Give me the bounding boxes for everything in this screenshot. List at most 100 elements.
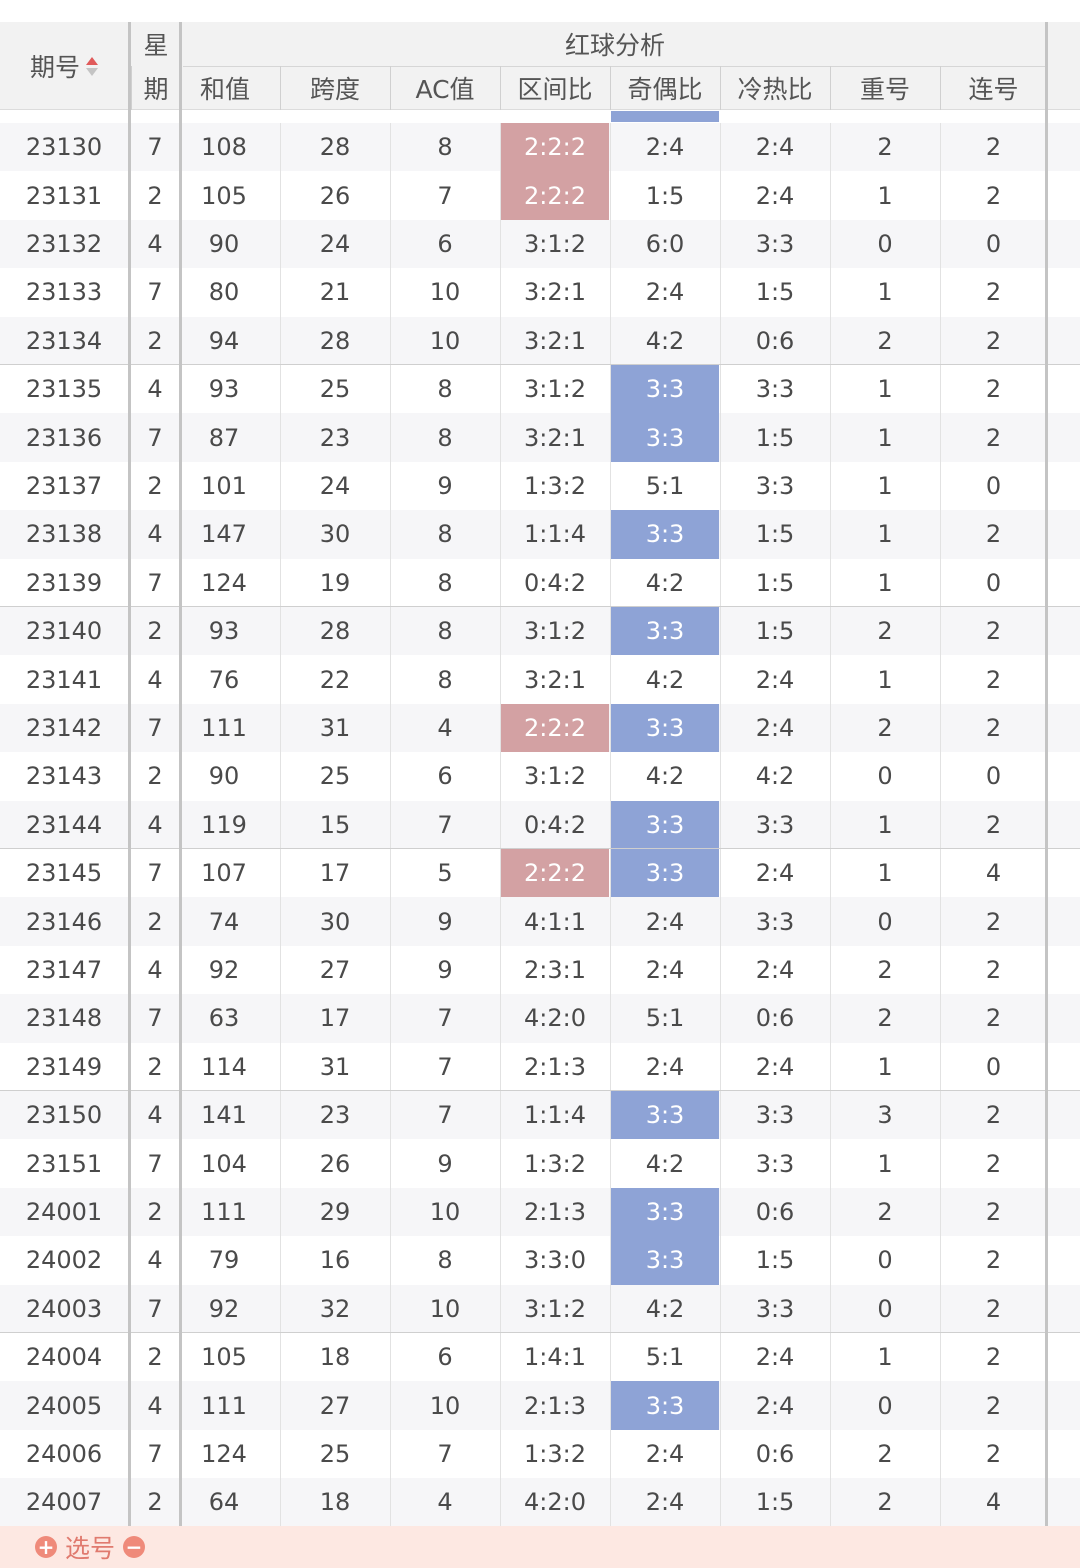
table-row[interactable]: 24002 4 79 16 8 3:3:0 3:3 1:5 0 2 bbox=[0, 1236, 1080, 1285]
cell-odd-even: 3:3 bbox=[611, 365, 719, 414]
cell-consecutive: 0 bbox=[985, 762, 1002, 791]
cell-odd-even: 2:4 bbox=[645, 907, 685, 936]
cell-issue: 23137 bbox=[25, 471, 103, 500]
cell-ac: 10 bbox=[429, 278, 461, 307]
table-row[interactable]: 23137 2 101 24 9 1:3:2 5:1 3:3 1 0 bbox=[0, 461, 1080, 511]
cell-span: 18 bbox=[319, 1343, 351, 1372]
header-divider bbox=[183, 66, 1047, 67]
table-row[interactable]: 24004 2 105 18 6 1:4:1 5:1 2:4 1 2 bbox=[0, 1333, 1080, 1382]
cell-repeat: 2 bbox=[877, 326, 893, 355]
cell-sum: 76 bbox=[208, 665, 240, 694]
cell-weekday: 4 bbox=[147, 955, 163, 984]
cell-cold-hot: 2:4 bbox=[755, 1391, 795, 1420]
cell-issue: 23135 bbox=[25, 375, 103, 404]
cell-weekday: 2 bbox=[147, 617, 163, 646]
cell-span: 18 bbox=[319, 1488, 351, 1517]
cell-issue: 23143 bbox=[25, 762, 103, 791]
table-row[interactable]: 23146 2 74 30 9 4:1:1 2:4 3:3 0 2 bbox=[0, 897, 1080, 946]
table-row[interactable]: 23141 4 76 22 8 3:2:1 4:2 2:4 1 2 bbox=[0, 655, 1080, 704]
cell-consecutive: 2 bbox=[985, 1246, 1002, 1275]
cell-ac: 9 bbox=[437, 1149, 453, 1178]
table-row[interactable]: 23138 4 147 30 8 1:1:4 3:3 1:5 1 2 bbox=[0, 510, 1080, 559]
cell-weekday: 7 bbox=[147, 1004, 163, 1033]
cell-weekday: 2 bbox=[147, 1052, 163, 1081]
cell-ac: 8 bbox=[437, 520, 453, 549]
sort-issue-header[interactable]: 期号 bbox=[0, 22, 128, 110]
table-row[interactable]: 23139 7 124 19 8 0:4:2 4:2 1:5 1 0 bbox=[0, 558, 1080, 607]
cell-ac: 10 bbox=[429, 1391, 461, 1420]
cell-odd-even: 2:4 bbox=[645, 955, 685, 984]
table-row[interactable]: 23150 4 141 23 7 1:1:4 3:3 3:3 3 2 bbox=[0, 1091, 1080, 1140]
cell-sum: 94 bbox=[208, 326, 240, 355]
cell-weekday: 4 bbox=[147, 810, 163, 839]
col-header-cold-hot: 冷热比 bbox=[737, 75, 813, 104]
table-row[interactable]: 23151 7 104 26 9 1:3:2 4:2 3:3 1 2 bbox=[0, 1139, 1080, 1188]
table-row[interactable]: 23130 7 108 28 8 2:2:2 2:4 2:4 2 2 bbox=[0, 123, 1080, 172]
cell-sum: 124 bbox=[201, 568, 247, 597]
cell-sum: 111 bbox=[201, 713, 247, 742]
cell-ac: 7 bbox=[437, 810, 453, 839]
cell-odd-even: 3:3 bbox=[611, 800, 719, 849]
table-row[interactable]: 23142 7 111 31 4 2:2:2 3:3 2:4 2 2 bbox=[0, 703, 1080, 753]
cell-weekday: 7 bbox=[147, 859, 163, 888]
scroll-remnant-highlight bbox=[611, 111, 719, 122]
table-row[interactable]: 24006 7 124 25 7 1:3:2 2:4 0:6 2 2 bbox=[0, 1429, 1080, 1479]
table-row[interactable]: 24007 2 64 18 4 4:2:0 2:4 1:5 2 4 bbox=[0, 1478, 1080, 1526]
cell-span: 17 bbox=[319, 859, 351, 888]
table-row[interactable]: 23133 7 80 21 10 3:2:1 2:4 1:5 1 2 bbox=[0, 268, 1080, 317]
cell-ac: 8 bbox=[437, 375, 453, 404]
table-row[interactable]: 23145 7 107 17 5 2:2:2 3:3 2:4 1 4 bbox=[0, 849, 1080, 898]
cell-cold-hot: 1:5 bbox=[755, 1246, 795, 1275]
plus-circle-icon[interactable]: + bbox=[34, 1536, 57, 1558]
cell-zone: 3:1:2 bbox=[524, 1294, 586, 1323]
cell-odd-even: 6:0 bbox=[645, 229, 685, 258]
minus-circle-icon[interactable]: − bbox=[123, 1536, 145, 1558]
table-row[interactable]: 24005 4 111 27 10 2:1:3 3:3 2:4 0 2 bbox=[0, 1381, 1080, 1430]
column-divider-weekday bbox=[179, 22, 182, 1568]
cell-span: 26 bbox=[319, 1149, 351, 1178]
cell-span: 32 bbox=[319, 1294, 351, 1323]
cell-repeat: 1 bbox=[877, 1343, 893, 1372]
cell-span: 30 bbox=[319, 907, 351, 936]
table-row[interactable]: 23148 7 63 17 7 4:2:0 5:1 0:6 2 2 bbox=[0, 994, 1080, 1043]
cell-weekday: 7 bbox=[147, 133, 163, 162]
pick-number-control[interactable]: + 选号 − bbox=[0, 1526, 180, 1568]
table-row[interactable]: 23136 7 87 23 8 3:2:1 3:3 1:5 1 2 bbox=[0, 413, 1080, 462]
table-row[interactable]: 23143 2 90 25 6 3:1:2 4:2 4:2 0 0 bbox=[0, 752, 1080, 801]
cell-odd-even: 4:2 bbox=[645, 326, 685, 355]
group-divider bbox=[0, 1090, 1080, 1091]
table-row[interactable]: 24001 2 111 29 10 2:1:3 3:3 0:6 2 2 bbox=[0, 1187, 1080, 1237]
cell-cold-hot: 3:3 bbox=[755, 907, 795, 936]
cell-span: 25 bbox=[319, 375, 351, 404]
cell-consecutive: 2 bbox=[985, 713, 1002, 742]
cell-weekday: 2 bbox=[147, 1343, 163, 1372]
cell-repeat: 2 bbox=[877, 1004, 893, 1033]
table-row[interactable]: 23149 2 114 31 7 2:1:3 2:4 2:4 1 0 bbox=[0, 1042, 1080, 1091]
cell-zone: 4:2:0 bbox=[524, 1488, 586, 1517]
cell-ac: 10 bbox=[429, 1294, 461, 1323]
table-row[interactable]: 23132 4 90 24 6 3:1:2 6:0 3:3 0 0 bbox=[0, 219, 1080, 269]
table-row[interactable]: 24003 7 92 32 10 3:1:2 4:2 3:3 0 2 bbox=[0, 1284, 1080, 1333]
cell-zone: 2:2:2 bbox=[501, 703, 609, 753]
cell-consecutive: 2 bbox=[985, 278, 1002, 307]
cell-cold-hot: 3:3 bbox=[755, 1149, 795, 1178]
table-row[interactable]: 23147 4 92 27 9 2:3:1 2:4 2:4 2 2 bbox=[0, 945, 1080, 995]
cell-issue: 23136 bbox=[25, 423, 103, 452]
cell-issue: 23134 bbox=[25, 326, 103, 355]
table-row[interactable]: 23140 2 93 28 8 3:1:2 3:3 1:5 2 2 bbox=[0, 607, 1080, 656]
cell-zone: 3:1:2 bbox=[524, 375, 586, 404]
cell-span: 24 bbox=[319, 229, 351, 258]
cell-sum: 79 bbox=[208, 1246, 240, 1275]
cell-odd-even: 2:4 bbox=[645, 1439, 685, 1468]
table-row[interactable]: 23144 4 119 15 7 0:4:2 3:3 3:3 1 2 bbox=[0, 800, 1080, 849]
table-body[interactable]: 23130 7 108 28 8 2:2:2 2:4 2:4 2 2 23131 2 105 26 7 2:2… bbox=[0, 111, 1080, 1526]
cell-issue: 24002 bbox=[25, 1246, 103, 1275]
cell-issue: 23147 bbox=[25, 955, 103, 984]
table-row[interactable]: 23134 2 94 28 10 3:2:1 4:2 0:6 2 2 bbox=[0, 316, 1080, 365]
cell-issue: 23142 bbox=[25, 713, 103, 742]
table-row[interactable]: 23131 2 105 26 7 2:2:2 1:5 2:4 1 2 bbox=[0, 171, 1080, 220]
cell-repeat: 2 bbox=[877, 1488, 893, 1517]
table-row[interactable]: 23135 4 93 25 8 3:1:2 3:3 3:3 1 2 bbox=[0, 365, 1080, 414]
cell-odd-even: 3:3 bbox=[611, 849, 719, 898]
cell-weekday: 7 bbox=[147, 713, 163, 742]
